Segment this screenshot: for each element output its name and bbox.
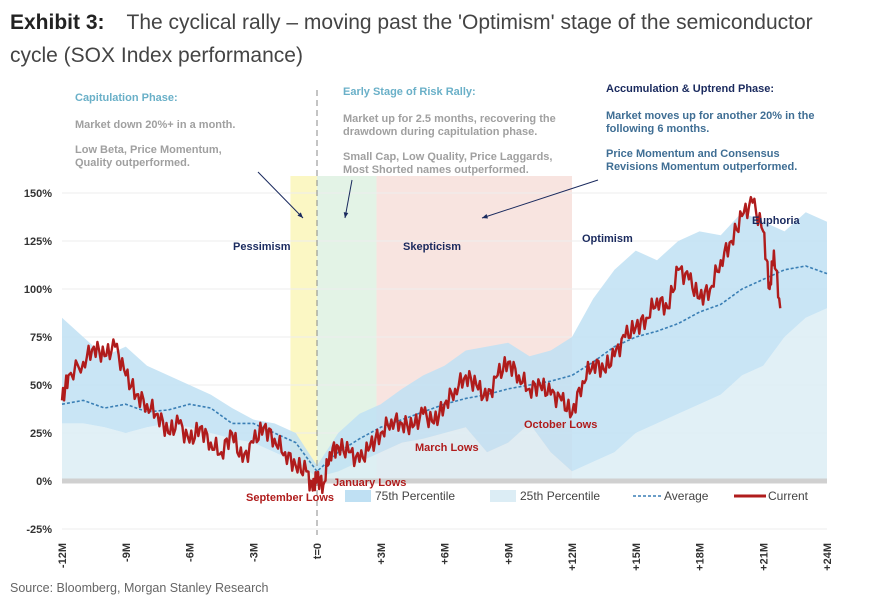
y-tick-label: 25% [30, 428, 52, 440]
average-line [61, 265, 828, 473]
y-tick-label: 150% [24, 188, 52, 200]
capitulation-line: Market down 20%+ in a month. [75, 119, 236, 131]
y-tick-label: 50% [30, 380, 52, 392]
arrow-head-icon [482, 214, 488, 219]
y-tick-label: 100% [24, 284, 52, 296]
lows-label: March Lows [415, 442, 479, 454]
x-tick-label: -6M [185, 543, 197, 562]
exhibit-number: Exhibit 3: [10, 11, 105, 34]
annotation-arrow [481, 179, 599, 219]
annotation-arrow [344, 179, 353, 219]
stage-label: Pessimism [233, 241, 291, 253]
band-25th-percentile [62, 308, 827, 481]
x-tick-label: -3M [248, 543, 260, 562]
x-tick-label: +15M [631, 543, 643, 571]
exhibit-title: Exhibit 3: The cyclical rally – moving pa… [10, 6, 860, 72]
x-tick-label: +24M [822, 543, 834, 571]
x-tick-label: +6M [440, 543, 452, 565]
y-tick-label: 0% [36, 476, 52, 488]
x-tick-label: +21M [758, 543, 770, 571]
x-tick-label: t=0 [312, 543, 324, 559]
y-tick-label: -25% [26, 524, 52, 536]
x-tick-label: -9M [121, 543, 133, 562]
x-tick-label: +9M [503, 543, 515, 565]
stage-label: Optimism [582, 233, 633, 245]
accumulation-line: Market moves up for another 20% in the f… [606, 110, 815, 135]
capitulation-heading: Capitulation Phase: [75, 92, 178, 104]
accumulation-line: Price Momentum and Consensus Revisions M… [606, 148, 798, 173]
capitulation-annotation: Capitulation Phase: Market down 20%+ in … [75, 92, 265, 182]
y-tick-label: 75% [30, 332, 52, 344]
capitulation-line: Low Beta, Price Momentum, Quality outper… [75, 144, 222, 169]
arrow-head-icon [297, 212, 303, 218]
annotation-arrow [257, 171, 304, 219]
legend-label: 75th Percentile [375, 489, 455, 503]
lows-label: September Lows [246, 492, 334, 504]
x-tick-label: -12M [57, 543, 69, 568]
early-heading: Early Stage of Risk Rally: [343, 86, 476, 98]
x-tick-label: +3M [376, 543, 388, 565]
legend-label: 25th Percentile [520, 489, 600, 503]
exhibit-title-text: The cyclical rally – moving past the 'Op… [10, 11, 813, 67]
stage-label: Skepticism [403, 241, 461, 253]
legend-swatch-25th [490, 490, 516, 502]
lows-label: January Lows [333, 477, 406, 489]
legend-swatch-75th [345, 490, 371, 502]
arrow-head-icon [343, 212, 349, 218]
early-line: Market up for 2.5 months, recovering the… [343, 113, 556, 138]
early-line: Small Cap, Low Quality, Price Laggards, … [343, 151, 553, 176]
accumulation-annotation: Accumulation & Uptrend Phase: Market mov… [606, 83, 821, 186]
legend-label: Average [664, 489, 709, 503]
early-annotation: Early Stage of Risk Rally: Market up for… [343, 86, 573, 189]
accumulation-heading: Accumulation & Uptrend Phase: [606, 83, 775, 95]
x-tick-label: +18M [695, 543, 707, 571]
y-tick-label: 125% [24, 236, 52, 248]
band-75th-percentile [62, 212, 827, 478]
x-tick-label: +12M [567, 543, 579, 571]
legend-label: Current [768, 489, 809, 503]
stage-band-pessimism [290, 176, 317, 481]
lows-label: October Lows [524, 419, 597, 431]
current-line [60, 195, 782, 495]
source-note: Source: Bloomberg, Morgan Stanley Resear… [10, 581, 269, 595]
stage-label: Euphoria [752, 215, 801, 227]
